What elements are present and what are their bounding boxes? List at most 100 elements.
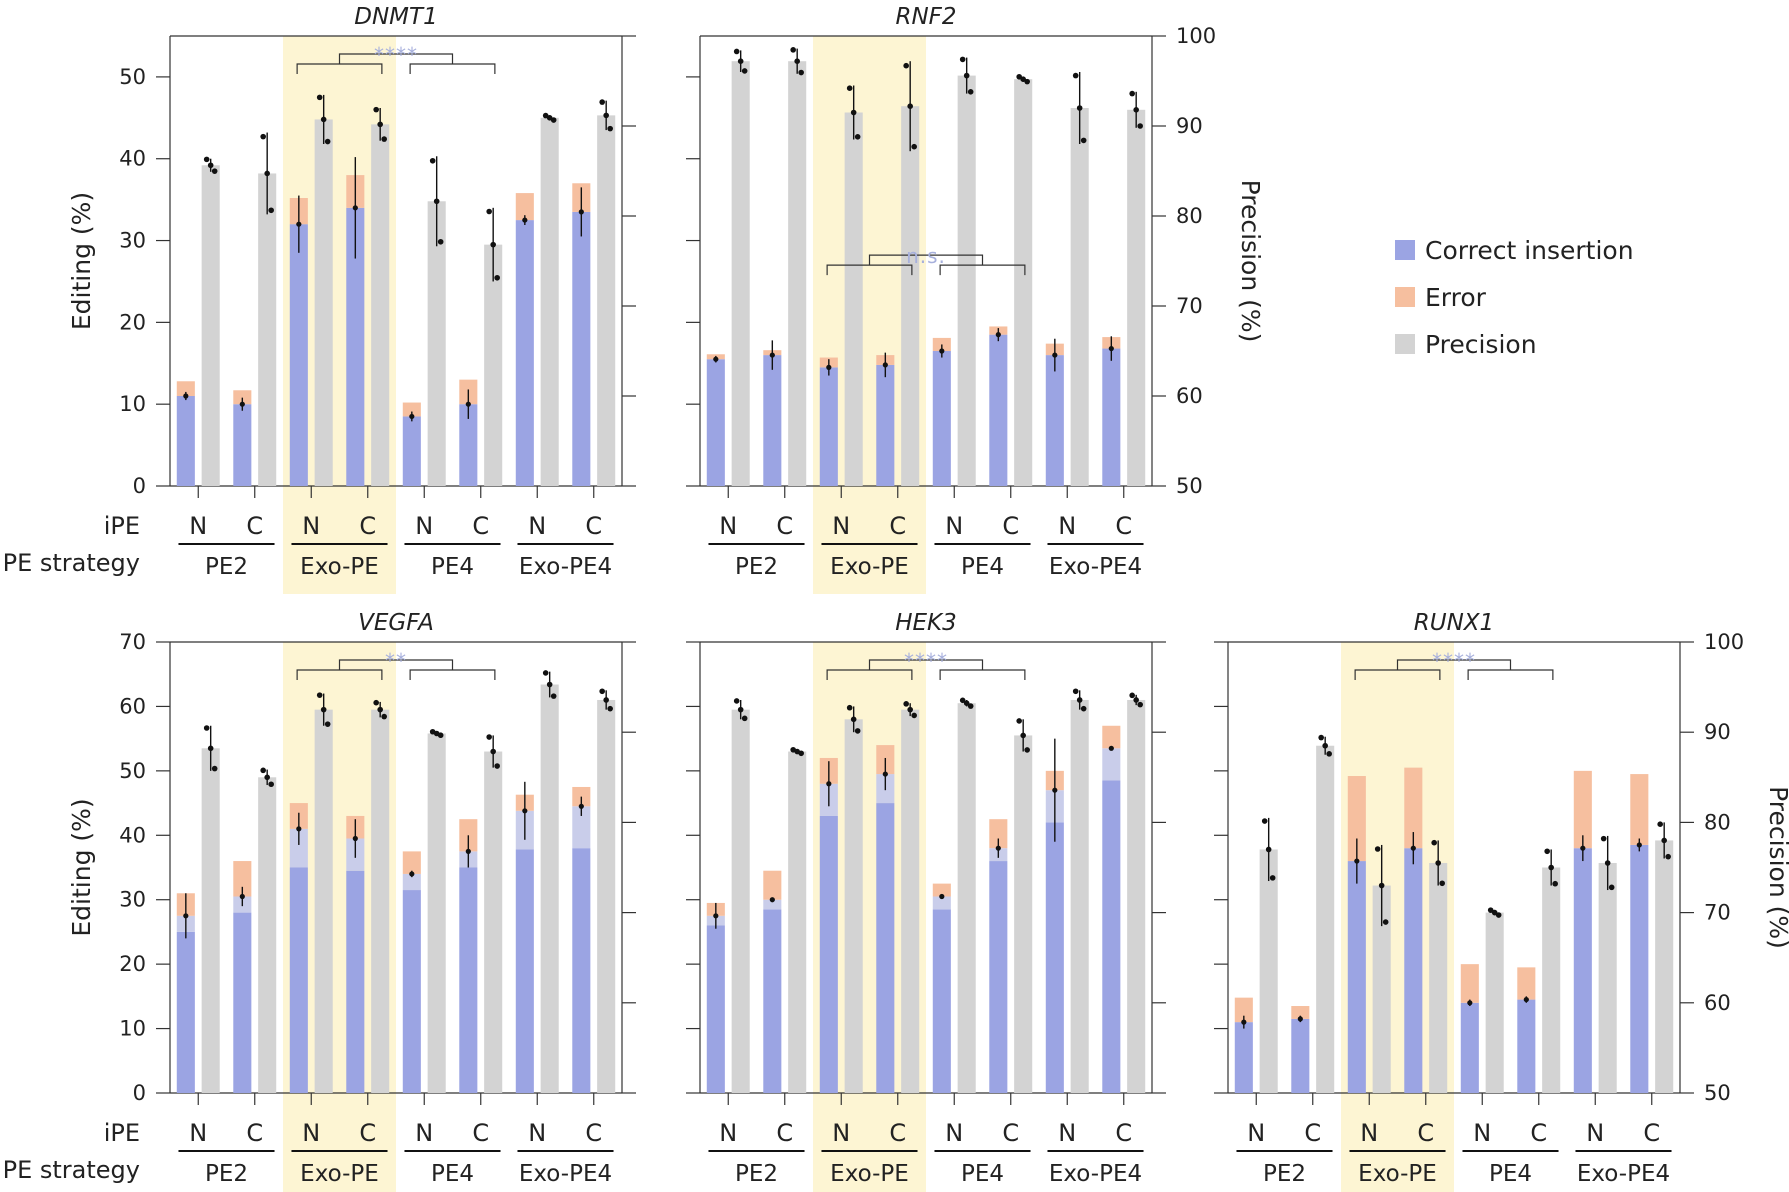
bar-correct-insertion	[233, 912, 252, 1093]
bar-precision	[957, 75, 976, 486]
ipe-label: C	[889, 512, 906, 540]
precision-point	[381, 136, 387, 142]
precision-point	[967, 703, 974, 709]
bar-correct-insertion	[1630, 844, 1649, 1093]
precision-point	[1261, 818, 1268, 824]
bar-error	[1460, 964, 1479, 1003]
strategy-label: PE2	[735, 554, 778, 580]
y2-tick-label: 80	[1176, 204, 1203, 228]
precision-point	[1080, 137, 1087, 144]
precision-point	[1137, 701, 1143, 708]
y-tick-label: 10	[119, 1017, 146, 1041]
strategy-label: PE4	[431, 554, 474, 580]
bar-precision	[1429, 862, 1448, 1093]
bar-correct-insertion	[346, 870, 365, 1093]
bar-precision	[1259, 849, 1278, 1093]
bar-correct-insertion	[706, 925, 725, 1093]
editing-axis-label: Editing (%)	[67, 192, 96, 330]
editing-point	[522, 217, 528, 223]
bracket-pe4	[1467, 669, 1554, 680]
precision-point	[490, 748, 496, 755]
bar-correct-insertion	[1347, 861, 1366, 1093]
ipe-label: C	[359, 1119, 376, 1147]
legend-label-correct: Correct insertion	[1425, 236, 1634, 265]
precision-point	[203, 156, 210, 163]
strategy-label: PE2	[1263, 1161, 1306, 1187]
precision-point	[1374, 846, 1381, 852]
legend-swatch-correct	[1395, 240, 1415, 260]
bar-precision	[731, 709, 750, 1093]
strategy-row-label: PE strategy	[3, 549, 140, 577]
precision-point	[486, 208, 492, 215]
editing-point	[1052, 787, 1058, 793]
precision-point	[607, 705, 613, 712]
y2-tick-label: 100	[1704, 630, 1744, 654]
ipe-label: N	[189, 1119, 207, 1147]
ipe-label: C	[1115, 1119, 1132, 1147]
editing-point	[1297, 1016, 1303, 1022]
ipe-label: N	[832, 1119, 850, 1147]
precision-point	[794, 58, 800, 64]
precision-point	[324, 721, 331, 727]
bar-correct-insertion	[402, 890, 421, 1093]
bar-correct-insertion	[1291, 1018, 1310, 1093]
ipe-label: C	[776, 1119, 793, 1147]
ipe-label: C	[359, 512, 376, 540]
editing-point	[183, 913, 189, 919]
bar-precision	[371, 709, 390, 1093]
bar-precision	[427, 201, 446, 487]
editing-point	[409, 871, 415, 877]
editing-point	[713, 356, 719, 362]
strategy-label: PE4	[961, 1161, 1004, 1187]
editing-point	[1108, 745, 1114, 751]
editing-point	[769, 897, 775, 903]
bar-correct-insertion	[1045, 822, 1064, 1093]
ipe-label: C	[889, 1119, 906, 1147]
bar-correct-insertion	[1404, 848, 1423, 1093]
ipe-label: C	[585, 512, 602, 540]
legend: Correct insertion Error Precision	[1395, 236, 1634, 359]
bar-correct-insertion	[1102, 348, 1121, 486]
editing-point	[1580, 845, 1586, 851]
ipe-label: N	[1058, 512, 1076, 540]
precision-point	[1435, 860, 1441, 866]
precision-point	[607, 125, 613, 132]
bar-error	[1573, 770, 1592, 849]
strategy-label: Exo-PE4	[1049, 1161, 1142, 1187]
bracket-compare	[338, 659, 454, 670]
ipe-label: C	[585, 1119, 602, 1147]
editing-point	[769, 352, 775, 358]
bar-error	[402, 402, 421, 417]
bar-correct-insertion	[706, 359, 725, 486]
precision-point	[1608, 884, 1615, 891]
bar-error	[176, 381, 195, 396]
panel-hek3: HEK3 N C N C N C N C PE2 Exo-PE PE4 Exo-PE4 ****	[686, 610, 1166, 1192]
panel-title: RNF2	[895, 4, 956, 30]
bar-precision	[731, 61, 750, 486]
editing-point	[296, 221, 302, 227]
precision-point	[260, 133, 266, 140]
ipe-label: C	[246, 1119, 263, 1147]
bar-correct-insertion	[819, 815, 838, 1093]
y2-tick-label: 70	[1704, 901, 1731, 925]
editing-point	[578, 803, 584, 809]
precision-point	[429, 157, 436, 164]
editing-point	[1410, 845, 1416, 851]
strategy-label: PE2	[735, 1161, 778, 1187]
bar-precision	[1127, 109, 1146, 487]
precision-point	[959, 56, 966, 63]
y2-tick-label: 90	[1176, 114, 1203, 138]
bar-correct-insertion	[1517, 999, 1536, 1093]
bar-precision	[484, 751, 503, 1093]
y-tick-label: 40	[119, 823, 146, 847]
bar-precision	[788, 751, 807, 1093]
editing-point	[882, 771, 888, 777]
editing-point	[239, 401, 245, 407]
panel-title: DNMT1	[354, 4, 437, 30]
bar-correct-insertion	[233, 404, 252, 486]
precision-point	[599, 688, 605, 695]
precision-point	[963, 700, 970, 707]
precision-point	[1269, 875, 1276, 881]
bar-minor-correct	[402, 873, 421, 891]
